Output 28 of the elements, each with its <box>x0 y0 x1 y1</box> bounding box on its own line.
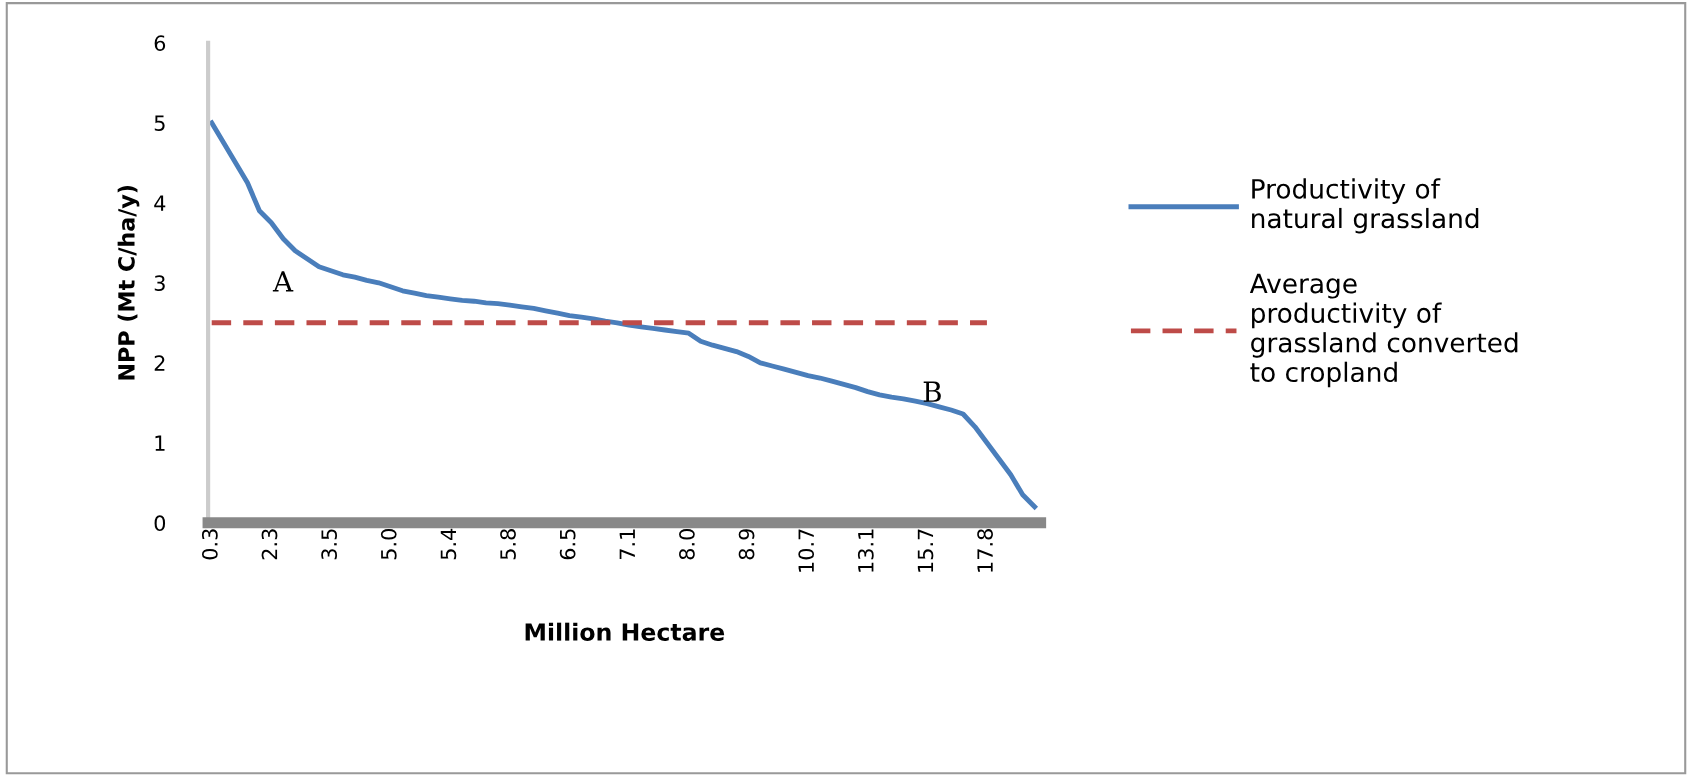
x-tick-label: 10.7 <box>798 529 815 572</box>
legend-label: Average productivity of grassland converted to cropland <box>1249 273 1518 388</box>
y-tick-label: 2 <box>154 355 165 371</box>
x-tick-label: 15.7 <box>917 529 934 572</box>
x-tick-label: 8.0 <box>679 529 695 560</box>
y-tick-label: 5 <box>154 115 165 132</box>
x-tick-label: 3.5 <box>321 529 337 560</box>
y-axis-title: NPP (Mt C/ha/y) <box>117 185 140 380</box>
annotation: B <box>923 381 941 402</box>
y-tick-label: 0 <box>154 515 166 532</box>
x-axis-title: Million Hectare <box>525 622 725 641</box>
x-tick-label: 6.5 <box>559 529 576 560</box>
y-tick-label: 6 <box>154 35 166 51</box>
x-tick-label: 5.4 <box>440 528 457 560</box>
y-tick-label: 3 <box>154 275 165 292</box>
x-tick-label: 2.3 <box>261 529 278 560</box>
x-tick-label: 7.1 <box>619 529 635 560</box>
x-tick-label: 8.9 <box>738 529 755 560</box>
x-tick-label: 17.8 <box>977 529 993 572</box>
annotation: A <box>272 271 294 292</box>
x-tick-label: 5.8 <box>500 529 516 560</box>
x-tick-label: 13.1 <box>857 529 874 572</box>
line-series <box>209 120 1038 510</box>
legend-label: Productivity of natural grassland <box>1252 178 1479 234</box>
y-tick-label: 4 <box>154 195 166 211</box>
x-tick-label: 0.3 <box>201 529 218 560</box>
x-tick-label: 5.0 <box>380 529 397 560</box>
y-tick-label: 1 <box>155 435 165 451</box>
